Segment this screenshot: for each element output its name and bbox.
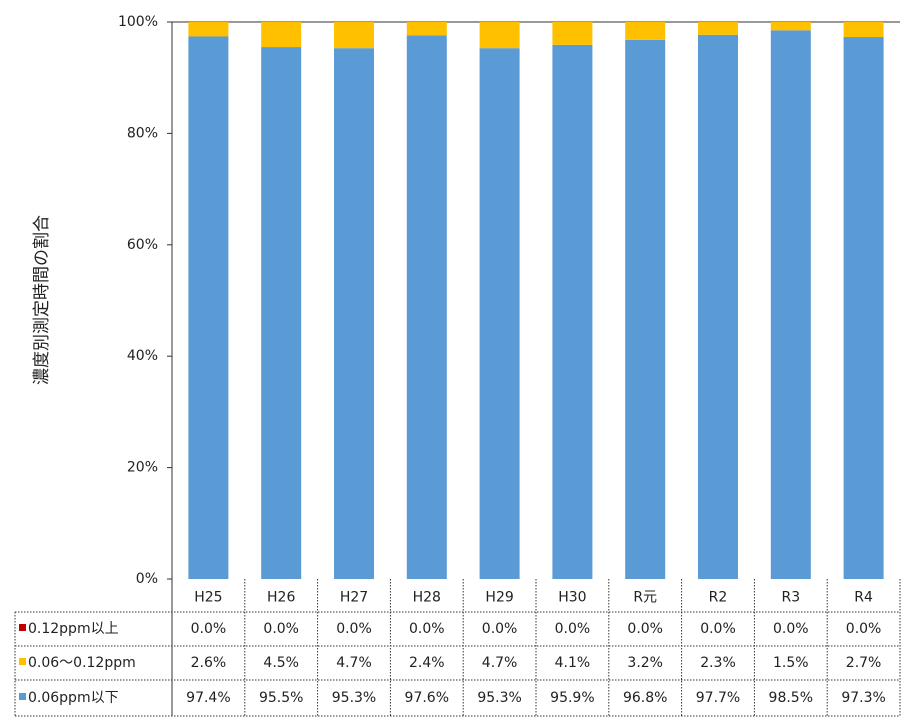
bar-segment	[334, 22, 374, 49]
table-value: 0.0%	[627, 621, 663, 637]
x-tick-label: H27	[340, 590, 368, 606]
table-value: 0.0%	[263, 621, 299, 637]
y-tick-label: 40%	[127, 348, 158, 364]
table-value: 2.3%	[700, 655, 736, 671]
legend-key	[19, 693, 26, 700]
bar-segment	[479, 48, 520, 579]
table-value: 98.5%	[769, 690, 813, 706]
bar-segment	[334, 48, 374, 579]
bar-segment	[406, 35, 447, 580]
x-tick-label: H28	[413, 590, 441, 606]
bar-segment	[261, 47, 302, 579]
bar-segment	[261, 22, 302, 48]
bar-segment	[406, 22, 447, 36]
y-axis-title: 濃度別測定時間の割合	[32, 215, 52, 385]
table-value: 1.5%	[773, 655, 809, 671]
y-tick-label: 100%	[118, 14, 158, 30]
table-value: 0.0%	[846, 621, 882, 637]
legend-label: 0.06～0.12ppm	[28, 655, 136, 671]
table-value: 4.5%	[263, 655, 299, 671]
table-value: 4.7%	[336, 655, 372, 671]
bar-segment	[188, 22, 229, 37]
bar-segment	[770, 22, 811, 31]
bar-segment	[625, 22, 666, 40]
legend-label: 0.06ppm以下	[28, 690, 119, 706]
y-tick-label: 80%	[127, 125, 158, 141]
table-value: 0.0%	[773, 621, 809, 637]
x-tick-label: R4	[854, 590, 873, 606]
legend-key	[19, 624, 26, 631]
table-value: 95.5%	[259, 690, 303, 706]
bar-segment	[843, 22, 884, 38]
x-tick-label: H26	[267, 590, 295, 606]
y-tick-label: 60%	[127, 237, 158, 253]
bar-segment	[698, 34, 738, 580]
table-value: 4.7%	[482, 655, 518, 671]
bar-segment	[625, 39, 666, 580]
bar-segment	[698, 22, 738, 35]
bar-segment	[843, 37, 884, 579]
table-value: 96.8%	[623, 690, 667, 706]
table-value: 0.0%	[482, 621, 518, 637]
table-value: 4.1%	[555, 655, 591, 671]
x-tick-label: R2	[709, 590, 728, 606]
table-value: 95.9%	[550, 690, 594, 706]
table-value: 0.0%	[555, 621, 591, 637]
table-value: 2.7%	[846, 655, 882, 671]
table-value: 97.4%	[186, 690, 230, 706]
y-tick-label: 20%	[127, 460, 158, 476]
bar-segment	[479, 22, 520, 49]
table-value: 3.2%	[627, 655, 663, 671]
table-value: 97.6%	[405, 690, 449, 706]
x-tick-label: H25	[194, 590, 222, 606]
bar-segment	[552, 44, 593, 580]
bar-segment	[188, 36, 229, 580]
bar-segment	[770, 30, 811, 580]
table-value: 2.6%	[191, 655, 227, 671]
table-value: 95.3%	[477, 690, 521, 706]
x-tick-label: R元	[633, 590, 657, 606]
table-value: 0.0%	[700, 621, 736, 637]
bar-segment	[552, 22, 593, 45]
table-value: 97.3%	[841, 690, 885, 706]
table-value: 97.7%	[696, 690, 740, 706]
x-tick-label: H29	[485, 590, 513, 606]
table-value: 2.4%	[409, 655, 445, 671]
legend-key	[19, 658, 26, 665]
table-value: 95.3%	[332, 690, 376, 706]
table-value: 0.0%	[191, 621, 227, 637]
table-value: 0.0%	[336, 621, 372, 637]
y-tick-label: 0%	[136, 571, 158, 587]
x-tick-label: H30	[558, 590, 586, 606]
table-value: 0.0%	[409, 621, 445, 637]
x-tick-label: R3	[781, 590, 800, 606]
legend-label: 0.12ppm以上	[28, 621, 119, 637]
